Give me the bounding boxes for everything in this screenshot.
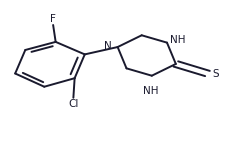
Text: S: S — [211, 69, 218, 78]
Text: NH: NH — [170, 35, 185, 45]
Text: Cl: Cl — [68, 99, 78, 109]
Text: NH: NH — [142, 86, 158, 96]
Text: N: N — [103, 41, 111, 51]
Text: F: F — [50, 14, 56, 24]
